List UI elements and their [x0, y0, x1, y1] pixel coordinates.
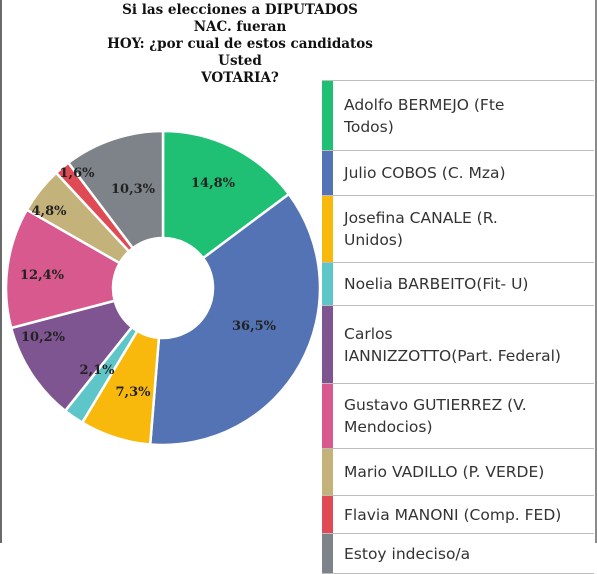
slice-data-label: 12,4%: [20, 268, 65, 283]
slice-data-label: 1,6%: [60, 166, 96, 181]
legend-swatch: [322, 81, 333, 150]
legend-label-line: Julio COBOS (C. Mza): [344, 164, 506, 182]
legend-label-line: Noelia BARBEITO(Fit- U): [344, 275, 529, 293]
legend-swatch: [322, 306, 333, 383]
legend-swatch: [322, 449, 333, 495]
slice-data-label: 10,2%: [21, 330, 66, 345]
legend-label-line: Mario VADILLO (P. VERDE): [344, 463, 545, 481]
legend-item: Noelia BARBEITO(Fit- U): [322, 263, 594, 306]
chart-title-line-3: VOTARIA?: [201, 70, 279, 86]
legend-item: Estoy indeciso/a: [322, 534, 594, 574]
legend-swatch: [322, 263, 333, 305]
legend-swatch: [322, 534, 333, 573]
legend-item: Carlos IANNIZZOTTO(Part. Federal): [322, 306, 594, 384]
legend-item: Adolfo BERMEJO (Fte Todos): [322, 81, 594, 151]
legend-label-line: Josefina CANALE (R.: [344, 209, 498, 227]
legend-label-line: Flavia MANONI (Comp. FED): [344, 505, 562, 524]
legend-item: Josefina CANALE (R. Unidos): [322, 196, 594, 263]
slice-data-label: 14,8%: [191, 176, 236, 191]
legend-label-line: IANNIZZOTTO(Part. Federal): [344, 346, 561, 365]
legend-label-line: Todos): [344, 117, 394, 136]
legend-label-line: Mendocios): [344, 418, 433, 436]
chart-title-line-1: Si las elecciones a DIPUTADOS NAC. fuera…: [122, 2, 358, 35]
legend-item: Gustavo GUTIERREZ (V. Mendocios): [322, 384, 594, 449]
legend-label: Carlos IANNIZZOTTO(Part. Federal): [344, 323, 590, 367]
legend-label: Estoy indeciso/a: [344, 543, 590, 565]
chart-frame: [0, 0, 597, 543]
legend-label: Adolfo BERMEJO (Fte Todos): [344, 94, 590, 138]
legend-label-line: Carlos: [344, 324, 393, 343]
legend-label-line: Gustavo GUTIERREZ (V.: [344, 396, 527, 414]
slice-data-label: 4,8%: [32, 204, 68, 219]
legend-label: Julio COBOS (C. Mza): [344, 162, 590, 184]
legend-swatch: [322, 496, 333, 533]
legend-item: Flavia MANONI (Comp. FED): [322, 496, 594, 534]
legend-label-line: Adolfo BERMEJO (Fte: [344, 95, 505, 114]
chart-legend: Adolfo BERMEJO (Fte Todos) Julio COBOS (C.…: [322, 80, 594, 574]
slice-data-label: 7,3%: [116, 385, 152, 400]
donut-slice: [4, 208, 122, 330]
slice-data-label: 36,5%: [232, 319, 277, 334]
legend-item: Mario VADILLO (P. VERDE): [322, 449, 594, 496]
legend-label: Mario VADILLO (P. VERDE): [344, 461, 590, 483]
legend-swatch: [322, 151, 333, 195]
donut-slice: [148, 192, 322, 447]
legend-label-line: Unidos): [344, 231, 403, 249]
legend-label: Flavia MANONI (Comp. FED): [344, 504, 590, 526]
legend-label-line: Estoy indeciso/a: [344, 544, 471, 563]
chart-title-line-2: HOY: ¿por cual de estos candidatos Usted: [107, 36, 373, 69]
legend-swatch: [322, 384, 333, 448]
chart-title: Si las elecciones a DIPUTADOS NAC. fuera…: [105, 2, 375, 87]
legend-item: Julio COBOS (C. Mza): [322, 151, 594, 196]
donut-slice: [161, 129, 291, 260]
slice-data-label: 2,1%: [80, 363, 116, 378]
donut-slice: [66, 129, 165, 250]
legend-label: Noelia BARBEITO(Fit- U): [344, 273, 590, 295]
legend-label: Gustavo GUTIERREZ (V. Mendocios): [344, 394, 590, 438]
donut-chart: 14,8% 36,5% 7,3%2,1% 10,2% 12,4% 4,8% 1,6% 10,3…: [4, 129, 322, 447]
slice-data-label: 10,3%: [111, 182, 156, 197]
legend-label: Josefina CANALE (R. Unidos): [344, 207, 590, 251]
legend-swatch: [322, 196, 333, 262]
